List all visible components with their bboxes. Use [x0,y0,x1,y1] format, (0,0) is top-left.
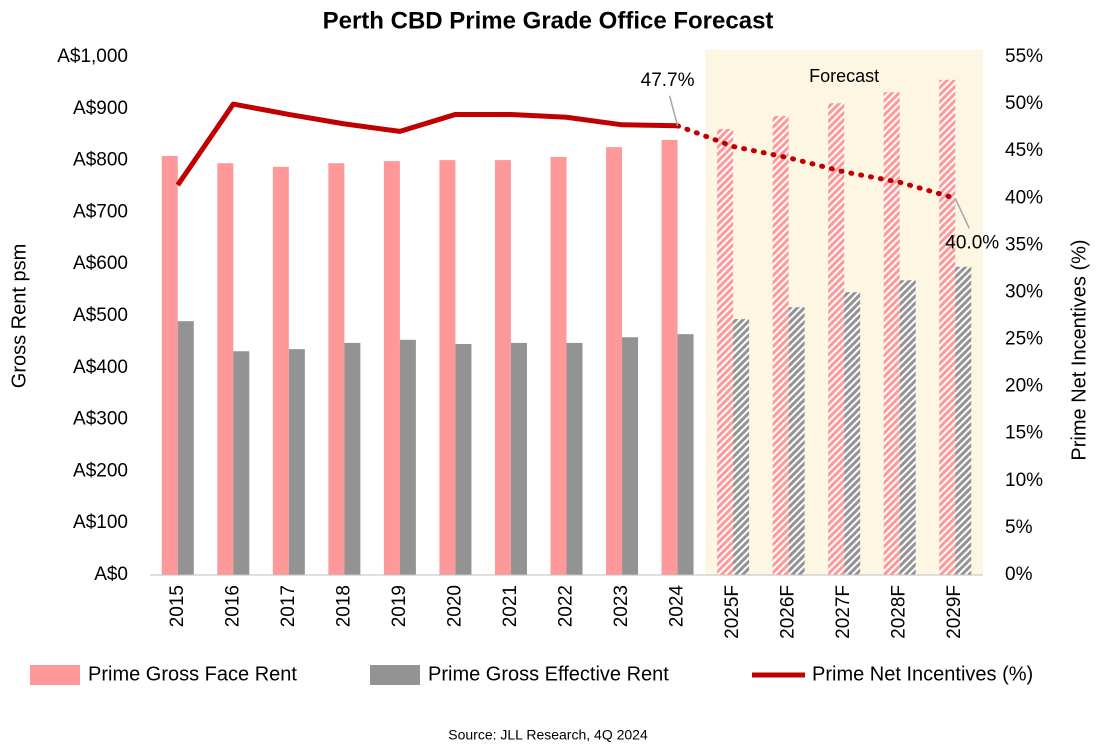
bar [233,351,250,575]
data-label: 47.7% [641,70,695,91]
bar [177,321,194,575]
line-actual [175,101,678,187]
bar [788,307,805,575]
y-axis-label: Gross Rent psm [8,244,30,388]
source: Source: JLL Research, 4Q 2024 [448,727,648,743]
y-tick-label: A$500 [73,305,128,326]
bar [217,163,234,575]
x-tick-label: 2022 [556,585,577,627]
bar [844,292,861,575]
y2-tick-label: 50% [1005,93,1043,114]
y-tick-label: A$100 [73,512,128,533]
y-tick-label: A$1,000 [57,46,128,67]
bar [883,92,900,575]
data-label: 40.0% [945,232,999,253]
y2-tick-label: 10% [1005,470,1043,491]
x-tick-label: 2024 [667,585,688,628]
y-tick-label: A$400 [73,357,128,378]
x-tick-label: 2029F [944,585,965,639]
legend-label: Prime Gross Effective Rent [428,663,669,685]
y-tick-label: A$0 [94,564,128,585]
y2-tick-label: 30% [1005,281,1043,302]
x-tick-label: 2025F [722,585,743,639]
legend-label: Prime Net Incentives (%) [812,663,1033,685]
bar [677,334,694,575]
y2-tick-label: 45% [1005,140,1043,161]
x-tick-label: 2023 [611,585,632,627]
bar [494,160,511,575]
y2-tick-label: 0% [1005,564,1033,585]
x-tick-label: 2015 [167,585,188,627]
y2-tick-label: 55% [1005,46,1043,67]
x-tick-label: 2027F [833,585,854,639]
bar [455,343,472,575]
y2-tick-label: 15% [1005,423,1043,444]
forecast-label: Forecast [809,66,879,86]
bar [161,155,178,576]
bar [899,280,916,575]
y-tick-label: A$200 [73,460,128,481]
bar [399,339,416,575]
y-tick-label: A$800 [73,150,128,171]
x-tick-label: 2019 [389,585,410,627]
y2-axis-label: Prime Net Incentives (%) [1068,239,1090,460]
bar [344,342,361,575]
y-tick-label: A$600 [73,253,128,274]
bar [288,349,305,575]
bar [828,103,845,576]
line-forecast [675,123,958,201]
y-tick-label: A$900 [73,98,128,119]
bar [550,156,567,575]
bar [661,139,678,575]
y-tick-label: A$300 [73,409,128,430]
x-tick-label: 2020 [444,585,465,627]
y2-tick-label: 5% [1005,517,1033,538]
x-tick-label: 2028F [889,585,910,639]
bar [328,163,345,575]
x-tick-label: 2016 [222,585,243,627]
bar [606,147,623,575]
y2-tick-label: 25% [1005,329,1043,350]
bar [733,319,750,575]
legend-label: Prime Gross Face Rent [88,663,297,685]
legend-swatch [370,665,420,685]
bar [439,160,456,575]
y2-tick-label: 40% [1005,187,1043,208]
y-tick-label: A$700 [73,201,128,222]
x-tick-label: 2017 [278,585,299,627]
y2-tick-label: 35% [1005,234,1043,255]
leader-line [954,197,970,229]
bar [622,337,639,575]
chart-title: Perth CBD Prime Grade Office Forecast [323,7,774,34]
x-tick-label: 2018 [333,585,354,627]
bar [510,342,527,575]
bar [717,129,734,575]
bar [272,166,289,576]
y2-tick-label: 20% [1005,376,1043,397]
bar [772,116,789,575]
x-tick-label: 2026F [778,585,799,639]
x-tick-label: 2021 [500,585,521,627]
leader-line [668,95,679,126]
bar [566,342,583,575]
legend-swatch [30,665,80,685]
bar [955,266,972,575]
bar [939,79,956,576]
bar [383,161,400,576]
